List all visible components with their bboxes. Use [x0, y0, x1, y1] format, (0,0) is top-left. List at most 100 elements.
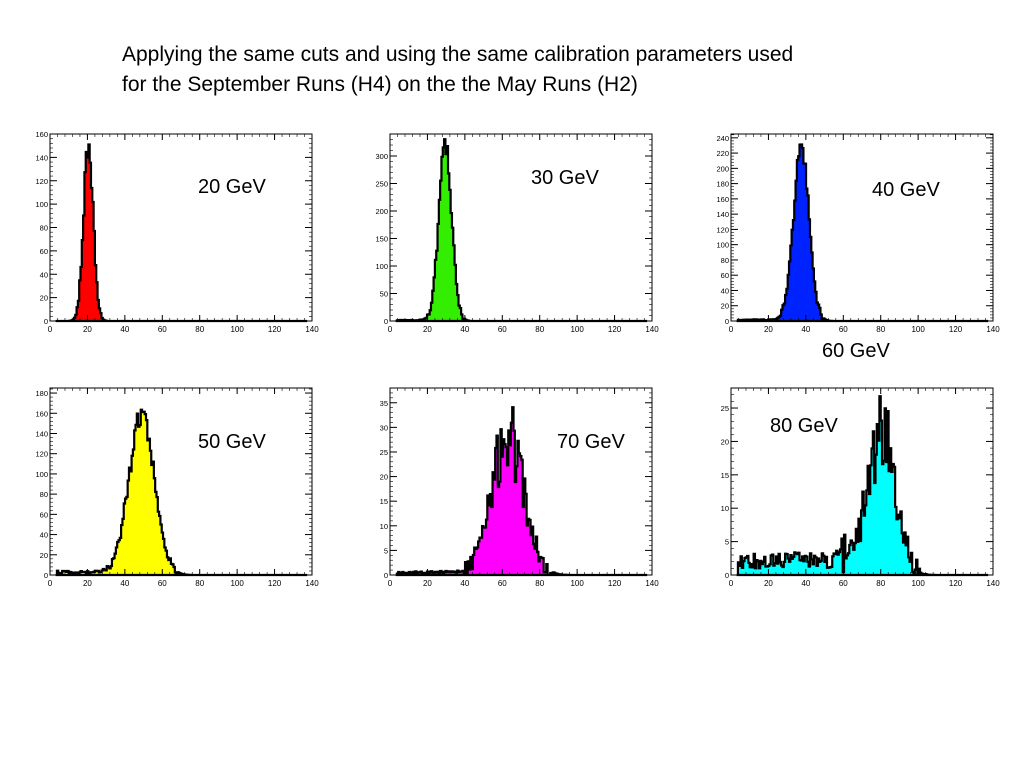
x-tick-label: 140 [645, 325, 659, 334]
y-tick-label: 20 [40, 551, 48, 560]
x-tick-label: 100 [911, 579, 925, 588]
y-tick-label: 140 [716, 210, 729, 219]
title-line-2: for the September Runs (H4) on the the M… [122, 73, 638, 96]
energy-label-60gev: 60 GeV [822, 340, 890, 362]
y-tick-label: 20 [40, 294, 48, 303]
x-tick-label: 140 [986, 579, 1000, 588]
histogram-svg: 0 20 40 60 80 100 120 140 0 20 40 60 80 100 120 140 160 [35, 130, 319, 334]
energy-label-80gev: 80 GeV [770, 415, 838, 437]
y-tick-label: 80 [40, 224, 48, 233]
histogram-svg: 0 20 40 60 80 100 120 140 0 5 10 15 20 25 30 35 [380, 387, 659, 588]
x-tick-label: 80 [195, 325, 204, 334]
x-tick-label: 100 [570, 579, 584, 588]
x-tick-label: 140 [305, 325, 319, 334]
energy-label-20gev: 20 GeV [198, 176, 266, 198]
x-tick-label: 60 [839, 325, 848, 334]
x-tick-label: 0 [729, 325, 734, 334]
histogram-fill [736, 144, 989, 321]
histogram-panel-30gev: 0 20 40 60 80 100 120 140 0 50 100 150 200 250 300 [370, 128, 660, 343]
y-tick-label: 40 [40, 270, 48, 279]
y-tick-label: 25 [721, 404, 729, 413]
x-tick-label: 120 [608, 325, 622, 334]
y-tick-label: 250 [375, 180, 388, 189]
y-tick-label: 200 [375, 207, 388, 216]
y-tick-label: 100 [716, 241, 729, 250]
x-tick-label: 0 [48, 579, 53, 588]
histogram-panel-50gev: 0 20 40 60 80 100 120 140 0 20 40 60 80 100 120 140 160 1… [30, 382, 320, 597]
y-tick-label: 160 [716, 195, 729, 204]
histogram-svg: 0 20 40 60 80 100 120 140 0 50 100 150 200 250 300 [375, 133, 659, 334]
histogram-outline [55, 143, 308, 323]
y-tick-label: 40 [40, 531, 48, 540]
x-tick-label: 60 [158, 325, 167, 334]
histogram-outline [55, 408, 308, 577]
x-tick-label: 140 [305, 579, 319, 588]
x-tick-label: 100 [570, 325, 584, 334]
y-tick-label: 0 [44, 317, 48, 326]
x-tick-label: 60 [498, 579, 507, 588]
y-tick-label: 160 [35, 409, 48, 418]
x-tick-label: 80 [535, 579, 544, 588]
x-tick-label: 60 [498, 325, 507, 334]
histogram-panel-20gev: 0 20 40 60 80 100 120 140 0 20 40 60 80 100 120 140 160 [30, 128, 320, 343]
x-tick-label: 60 [158, 579, 167, 588]
plot-frame [389, 133, 653, 322]
y-tick-label: 140 [35, 429, 48, 438]
x-tick-label: 120 [949, 579, 963, 588]
y-tick-label: 160 [35, 130, 48, 139]
y-tick-label: 10 [721, 504, 729, 513]
x-tick-label: 20 [423, 325, 432, 334]
y-tick-label: 180 [716, 180, 729, 189]
x-tick-label: 80 [535, 325, 544, 334]
histogram-panel-40gev: 0 20 40 60 80 100 120 140 0 20 40 60 80 100 120 140 160 1… [711, 128, 1001, 343]
y-tick-label: 0 [725, 571, 729, 580]
y-tick-label: 120 [716, 225, 729, 234]
y-tick-label: 100 [35, 200, 48, 209]
y-tick-label: 0 [725, 317, 729, 326]
y-tick-label: 200 [716, 164, 729, 173]
x-tick-label: 40 [460, 579, 469, 588]
y-tick-label: 80 [40, 490, 48, 499]
y-tick-label: 15 [380, 497, 388, 506]
y-tick-label: 100 [375, 262, 388, 271]
histogram-outline [736, 143, 989, 323]
y-tick-label: 0 [384, 571, 388, 580]
y-tick-label: 120 [35, 177, 48, 186]
y-tick-label: 20 [721, 437, 729, 446]
y-tick-label: 300 [375, 152, 388, 161]
x-tick-label: 80 [195, 579, 204, 588]
y-tick-label: 100 [35, 470, 48, 479]
energy-label-50gev: 50 GeV [198, 431, 266, 453]
plot-frame [49, 387, 313, 576]
histogram-fill [55, 144, 308, 321]
x-tick-label: 0 [48, 325, 53, 334]
x-tick-label: 40 [120, 325, 129, 334]
y-tick-label: 30 [380, 423, 388, 432]
y-tick-label: 40 [721, 286, 729, 295]
y-tick-label: 220 [716, 149, 729, 158]
x-tick-label: 20 [83, 325, 92, 334]
histogram-svg: 0 20 40 60 80 100 120 140 0 5 10 15 20 25 [721, 387, 1000, 588]
x-tick-label: 80 [876, 325, 885, 334]
x-tick-label: 100 [230, 579, 244, 588]
x-tick-label: 60 [839, 579, 848, 588]
x-tick-label: 40 [801, 579, 810, 588]
y-tick-label: 5 [725, 538, 729, 547]
y-tick-label: 180 [35, 389, 48, 398]
x-tick-label: 20 [83, 579, 92, 588]
x-tick-label: 20 [764, 579, 773, 588]
x-tick-label: 120 [949, 325, 963, 334]
x-tick-label: 20 [423, 579, 432, 588]
x-tick-label: 120 [608, 579, 622, 588]
histogram-panel-70gev: 0 20 40 60 80 100 120 140 0 5 10 15 20 25 30 35 [370, 382, 660, 597]
x-tick-label: 120 [268, 325, 282, 334]
y-tick-label: 60 [40, 247, 48, 256]
y-tick-label: 15 [721, 471, 729, 480]
x-tick-label: 40 [120, 579, 129, 588]
slide-title: Applying the same cuts and using the sam… [122, 40, 922, 100]
histogram-fill [395, 407, 648, 575]
y-tick-label: 35 [380, 399, 388, 408]
y-tick-label: 50 [380, 290, 388, 299]
x-tick-label: 100 [911, 325, 925, 334]
y-tick-label: 0 [44, 571, 48, 580]
